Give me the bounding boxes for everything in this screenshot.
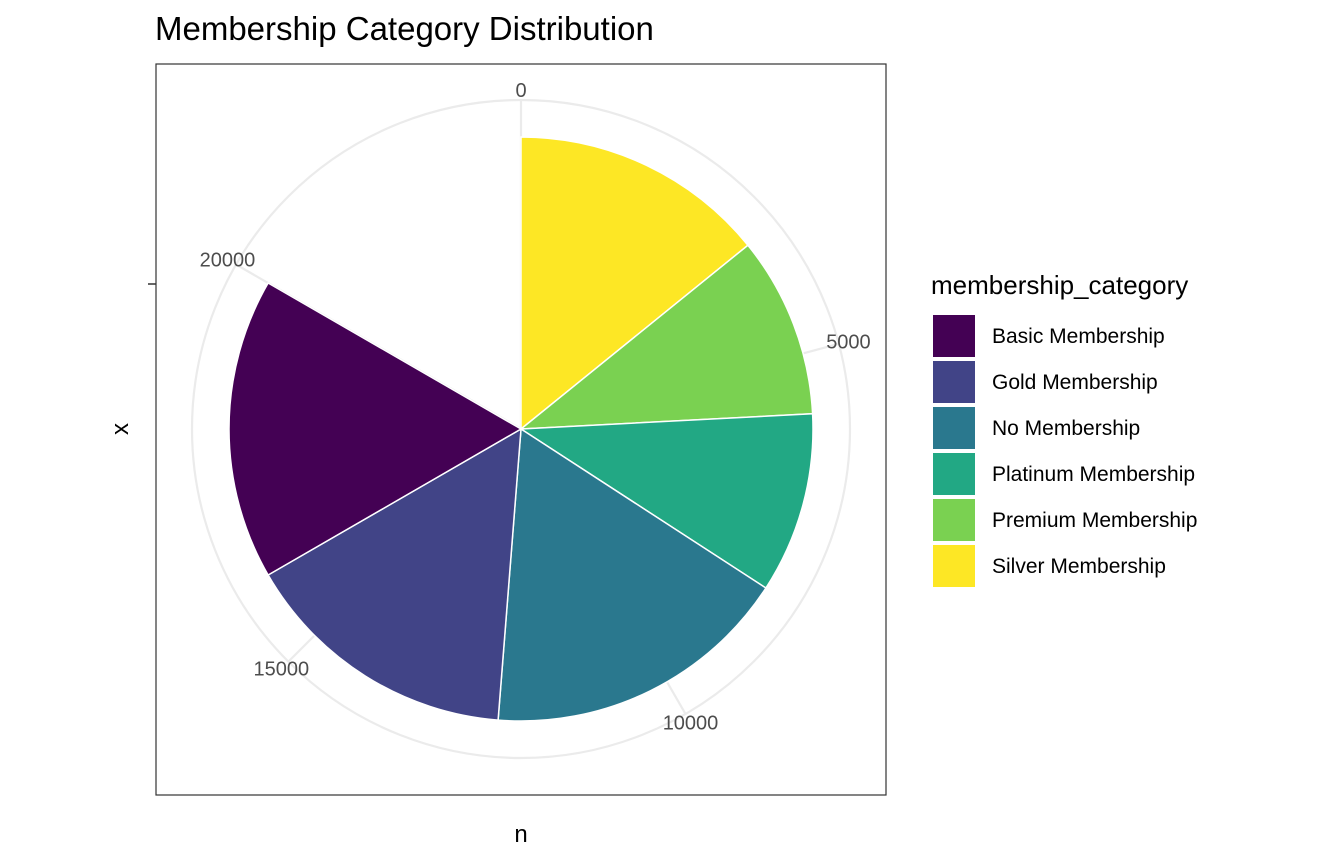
slice-basic-membership — [228, 281, 523, 577]
tick-label: 10000 — [663, 713, 719, 735]
tick-label: 15000 — [253, 659, 309, 681]
legend-label: Gold Membership — [992, 371, 1158, 394]
legend-items: Basic Membership Gold Membership No Member… — [933, 315, 1197, 587]
slice-no-membership — [497, 427, 767, 722]
legend-key — [933, 361, 975, 403]
legend-label: Silver Membership — [992, 555, 1166, 578]
legend-key — [933, 315, 975, 357]
legend-label: No Membership — [992, 417, 1140, 440]
legend-label: Platinum Membership — [992, 463, 1195, 486]
legend-key — [933, 407, 975, 449]
legend-key — [933, 545, 975, 587]
angular-tick-labels: 0 5000 10000 15000 20000 — [200, 80, 871, 735]
legend-title: membership_category — [931, 270, 1188, 300]
legend-key — [933, 499, 975, 541]
plot-panel: 0 5000 10000 15000 20000 — [155, 63, 887, 796]
slice-silver-membership — [520, 136, 749, 431]
legend-label: Premium Membership — [992, 509, 1197, 532]
pie-slices — [228, 136, 814, 722]
legend: membership_category Basic Membership Gold… — [931, 270, 1197, 587]
tick-label: 5000 — [826, 331, 871, 353]
tick-label: 0 — [515, 80, 526, 102]
tick-label: 20000 — [200, 250, 256, 272]
legend-key — [933, 453, 975, 495]
y-axis-title: x — [107, 423, 134, 435]
slice-platinum-membership — [518, 412, 814, 590]
slice-premium-membership — [518, 244, 814, 430]
slice-gold-membership — [267, 427, 522, 721]
chart-title: Membership Category Distribution — [155, 10, 654, 47]
legend-label: Basic Membership — [992, 325, 1165, 348]
x-axis-title: n — [514, 821, 527, 848]
